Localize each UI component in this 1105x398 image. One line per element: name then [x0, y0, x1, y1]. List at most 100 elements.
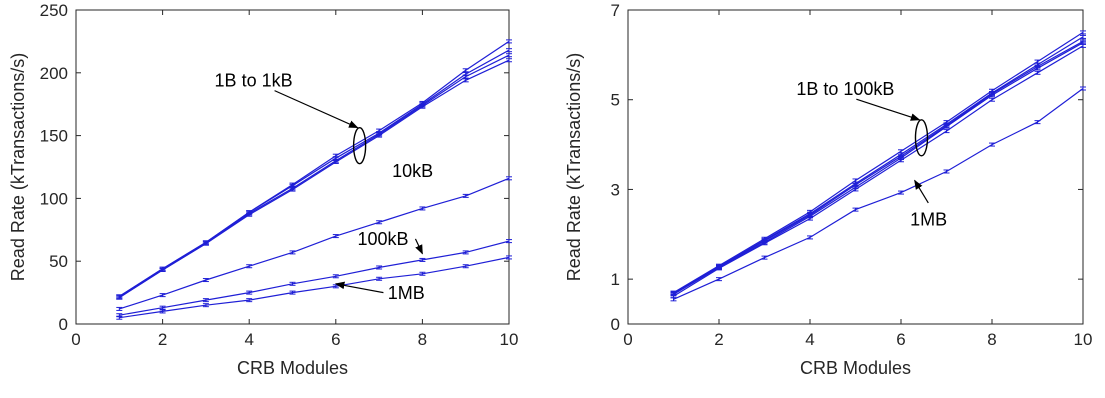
annotation-label: 1B to 1kB: [215, 71, 293, 91]
y-tick-label: 100: [40, 189, 68, 208]
y-tick-label: 0: [611, 315, 620, 334]
data-point: [376, 265, 383, 270]
data-point: [159, 293, 166, 298]
y-tick-label: 0: [59, 315, 68, 334]
x-tick-label: 10: [1074, 330, 1093, 349]
y-tick-label: 5: [611, 91, 620, 110]
data-point: [898, 190, 904, 195]
y-tick-label: 150: [40, 127, 68, 146]
data-point: [289, 290, 296, 295]
data-point: [716, 266, 722, 271]
data-point: [376, 220, 383, 225]
data-point: [670, 297, 677, 302]
x-tick-label: 4: [244, 330, 253, 349]
data-point: [116, 306, 123, 311]
y-tick-label: 50: [49, 252, 68, 271]
data-point: [898, 158, 904, 163]
data-point: [852, 187, 859, 192]
annotation-arrow: [334, 281, 384, 294]
data-point: [246, 290, 253, 295]
x-tick-label: 8: [418, 330, 427, 349]
data-point: [761, 241, 768, 246]
data-point: [462, 193, 469, 198]
data-point: [716, 277, 722, 282]
data-point: [852, 207, 859, 212]
data-point: [202, 303, 209, 308]
data-point: [462, 78, 469, 83]
data-point: [506, 176, 512, 181]
data-point: [376, 276, 383, 281]
data-point: [989, 97, 995, 102]
series-line-2: [673, 40, 1084, 295]
data-point: [202, 298, 209, 303]
annotation-arrow: [856, 98, 921, 121]
annotation-label: 10kB: [392, 161, 433, 181]
series-line-6: [119, 256, 510, 319]
series-line-0: [673, 31, 1084, 294]
y-tick-label: 1: [611, 270, 620, 289]
data-point: [116, 295, 123, 300]
data-point: [159, 305, 166, 310]
y-tick-label: 3: [611, 180, 620, 199]
data-point: [462, 74, 469, 79]
group-ellipse: [914, 119, 929, 157]
x-tick-label: 2: [714, 330, 723, 349]
data-point: [506, 53, 512, 58]
data-point: [332, 274, 339, 279]
annotation-arrow: [914, 179, 929, 204]
data-point: [289, 187, 296, 192]
data-point: [1080, 43, 1086, 48]
data-point: [807, 216, 813, 221]
data-point: [506, 39, 512, 44]
group-ellipse: [352, 126, 367, 165]
data-point: [1080, 86, 1086, 91]
data-point: [807, 235, 813, 240]
data-point: [943, 169, 950, 174]
y-axis-label: Read Rate (kTransactions/s): [8, 53, 28, 281]
data-point: [332, 234, 339, 239]
y-tick-label: 250: [40, 1, 68, 20]
series-line-3: [673, 42, 1084, 295]
data-point: [116, 315, 123, 320]
series-line-5: [673, 88, 1084, 300]
annotation-label: 1MB: [388, 283, 425, 303]
data-point: [989, 93, 995, 98]
plot-area: [75, 9, 510, 325]
data-point: [506, 255, 512, 260]
data-point: [462, 68, 469, 73]
data-point: [462, 264, 469, 269]
series-line-1: [118, 49, 510, 297]
data-point: [419, 206, 426, 211]
annotation-arrow: [274, 90, 359, 129]
data-point: [419, 257, 426, 262]
data-point: [1034, 59, 1041, 64]
x-tick-label: 0: [71, 330, 80, 349]
x-tick-label: 6: [331, 330, 340, 349]
data-point: [159, 309, 166, 314]
data-point: [506, 58, 512, 63]
series-line-3: [118, 59, 510, 299]
x-axis-label: CRB Modules: [237, 358, 348, 378]
data-point: [462, 250, 469, 255]
annotation-label: 1MB: [910, 209, 947, 229]
data-point: [1034, 120, 1041, 125]
data-point: [419, 271, 426, 276]
plot-area: [627, 9, 1084, 325]
x-tick-label: 0: [623, 330, 632, 349]
series-line-4: [119, 177, 510, 310]
data-point: [943, 124, 950, 129]
data-point: [289, 281, 296, 286]
x-tick-label: 8: [987, 330, 996, 349]
data-point: [159, 267, 166, 272]
data-point: [506, 239, 512, 244]
y-tick-label: 7: [611, 1, 620, 20]
x-tick-label: 4: [805, 330, 814, 349]
right-chart: 0 2 4 6 8 10 0 1 3 5 7 CRB Modules Read Rate (kTrans…: [564, 1, 1092, 378]
data-point: [202, 278, 209, 283]
data-point: [1080, 34, 1086, 39]
annotation-arrow: [414, 238, 423, 255]
x-tick-label: 6: [896, 330, 905, 349]
data-point: [852, 178, 859, 183]
y-axis-label: Read Rate (kTransactions/s): [564, 53, 584, 281]
